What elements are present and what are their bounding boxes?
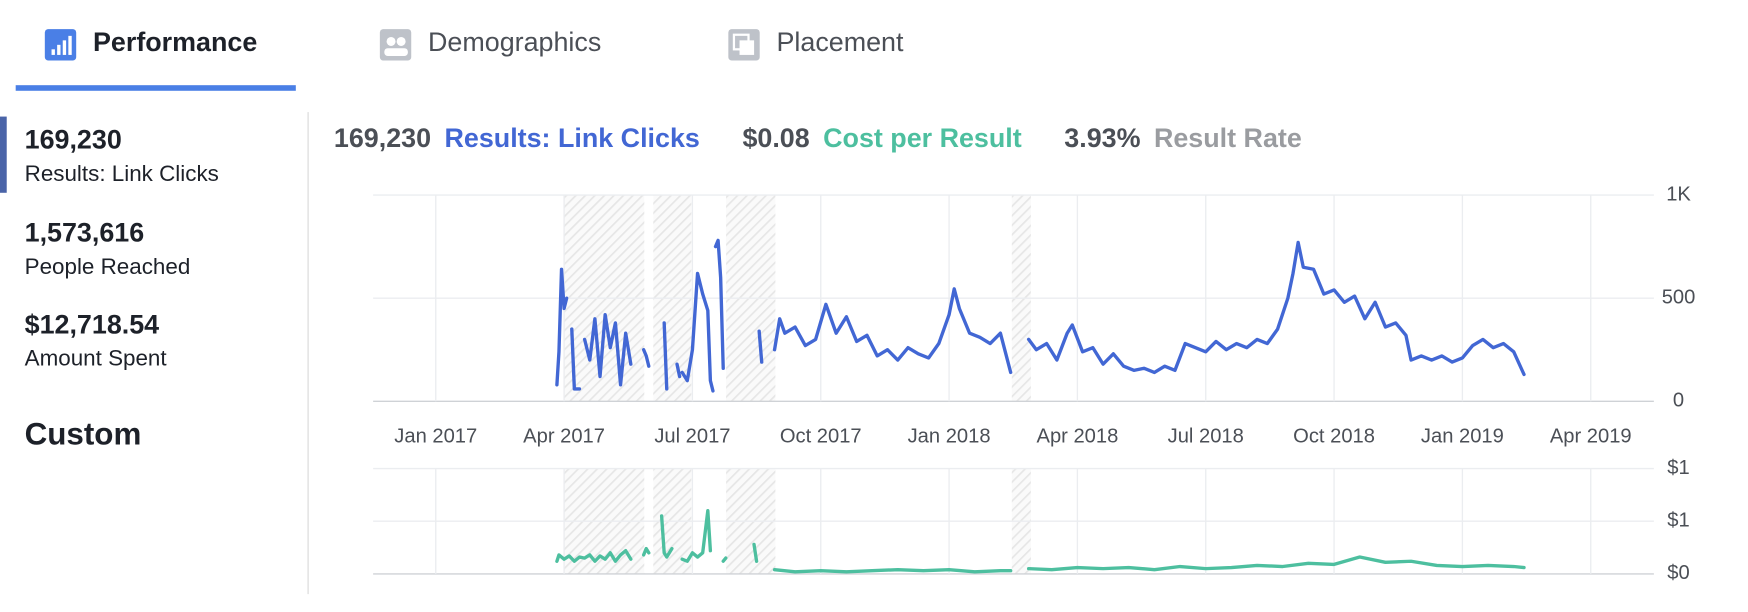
- x-tick-label: Apr 2018: [1037, 425, 1119, 447]
- summary-label: Result Rate: [1154, 123, 1302, 153]
- summary-value: $0.08: [742, 123, 809, 153]
- metric-label: Amount Spent: [25, 346, 168, 371]
- x-tick-label: Jan 2019: [1421, 425, 1504, 447]
- icon-person: [384, 48, 408, 57]
- metric[interactable]: 1,573,616 People Reached: [25, 217, 191, 278]
- tab-label: Demographics: [428, 27, 601, 57]
- summary-value: 3.93%: [1064, 123, 1140, 153]
- icon-square: [739, 40, 755, 55]
- x-tick-label: Oct 2018: [1293, 425, 1375, 447]
- unavailable-regions: [563, 195, 1031, 574]
- tab-label: Performance: [93, 27, 257, 57]
- y-tick-label: 0: [1673, 390, 1684, 412]
- data-line: [555, 238, 1526, 393]
- metric-value: 169,230: [25, 124, 122, 154]
- x-tick-label: Oct 2017: [780, 425, 862, 447]
- summary-label: Cost per Result: [823, 123, 1022, 153]
- x-tick-label: Jul 2018: [1168, 425, 1244, 447]
- y-tick-label: $1: [1667, 457, 1689, 479]
- x-tick-label: Jan 2017: [394, 425, 477, 447]
- x-tick-label: Jul 2017: [654, 425, 730, 447]
- metric[interactable]: 169,230 Results: Link Clicks: [25, 124, 219, 185]
- icon-bar: [68, 35, 72, 55]
- data-line: [555, 508, 1526, 574]
- icon-bar: [62, 40, 67, 55]
- custom-heading[interactable]: Custom: [25, 416, 142, 451]
- y-tick-label: $0: [1667, 562, 1689, 584]
- x-tick-label: Apr 2019: [1550, 425, 1632, 447]
- y-tick-label: 500: [1662, 286, 1696, 308]
- icon-bar: [51, 49, 55, 55]
- active-metric-indicator: [0, 116, 7, 193]
- summary-row: 169,230 Results: Link Clicks $0.08 Cost per…: [334, 123, 1302, 153]
- tab-performance[interactable]: Performance: [44, 27, 258, 61]
- metric-label: Results: Link Clicks: [25, 161, 219, 186]
- metric-label: People Reached: [25, 254, 191, 279]
- tab-demographics[interactable]: Demographics: [379, 27, 601, 61]
- tab-placement[interactable]: Placement: [728, 27, 904, 61]
- icon-person: [386, 36, 396, 46]
- y-tick-label: $1: [1667, 510, 1689, 532]
- metric-value: 1,573,616: [25, 217, 145, 247]
- metric-value: $12,718.54: [25, 309, 160, 339]
- icon-person: [396, 36, 406, 46]
- summary-value: 169,230: [334, 123, 431, 153]
- x-tick-label: Jan 2018: [908, 425, 991, 447]
- active-tab-underline: [15, 85, 296, 91]
- y-tick-label: 1K: [1666, 183, 1691, 205]
- x-tick-label: Apr 2017: [523, 425, 605, 447]
- tab-label: Placement: [777, 27, 904, 57]
- summary-label: Results: Link Clicks: [444, 123, 699, 153]
- metric[interactable]: $12,718.54 Amount Spent: [25, 309, 168, 370]
- icon-bar: [57, 44, 61, 55]
